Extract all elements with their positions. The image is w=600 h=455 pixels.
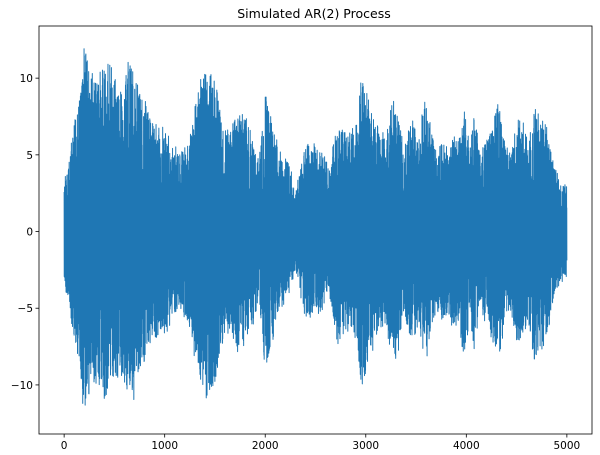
y-tick-label: −10 [11,380,33,392]
x-tick-label: 4000 [453,440,480,452]
series-line [63,48,568,406]
y-tick-label: 5 [26,150,33,162]
x-tick-label: 1000 [151,440,178,452]
x-tick-label: 2000 [252,440,279,452]
plot-frame [38,25,593,435]
plot-area [39,26,592,434]
chart-title: Simulated AR(2) Process [237,6,390,21]
x-tick-label: 3000 [352,440,379,452]
x-axis: 0 1000 2000 3000 4000 5000 [61,434,580,452]
x-tick-label: 5000 [553,440,580,452]
y-tick-label: 0 [26,227,33,239]
series-layer [63,48,568,406]
y-tick-label: 10 [20,73,33,85]
y-axis: 10 5 0 −5 −10 [11,73,39,392]
x-tick-label: 0 [61,440,68,452]
y-tick-label: −5 [18,303,33,315]
